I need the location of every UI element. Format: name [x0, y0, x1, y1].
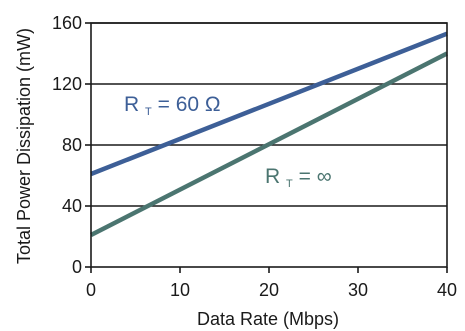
series-label-rt-60-rest: = 60 Ω [158, 93, 221, 116]
series-label-rt-infinity: R T = ∞ [265, 165, 332, 192]
axis-layer [85, 22, 448, 273]
y-axis-title: Total Power Dissipation (mW) [14, 28, 34, 264]
y-tick-label-120: 120 [52, 74, 82, 94]
series-line-0 [90, 31, 448, 177]
series-label-rt-inf-subscript: T [286, 178, 293, 190]
x-tick-label-30: 30 [348, 280, 368, 300]
x-tick-label-10: 10 [170, 280, 190, 300]
series-layer [89, 31, 449, 237]
y-tick-label-160: 160 [52, 13, 82, 33]
y-tick-label-0: 0 [72, 257, 82, 277]
series-label-rt-60-ohm: R T = 60 Ω [124, 93, 221, 120]
x-tick-label-40: 40 [437, 280, 457, 300]
tick-label-layer: 0 40 80 120 160 0 10 20 30 40 [52, 13, 457, 300]
series-label-rt-60-main: R [124, 93, 139, 116]
x-axis-title: Data Rate (Mbps) [197, 309, 339, 329]
y-tick-label-40: 40 [62, 196, 82, 216]
x-tick-label-0: 0 [86, 280, 96, 300]
series-line-1 [89, 51, 449, 237]
y-tick-label-80: 80 [62, 135, 82, 155]
series-label-rt-60-subscript: T [145, 106, 152, 118]
series-label-rt-inf-main: R [265, 165, 280, 188]
x-tick-label-20: 20 [259, 280, 279, 300]
series-label-rt-inf-rest: = ∞ [299, 165, 332, 188]
